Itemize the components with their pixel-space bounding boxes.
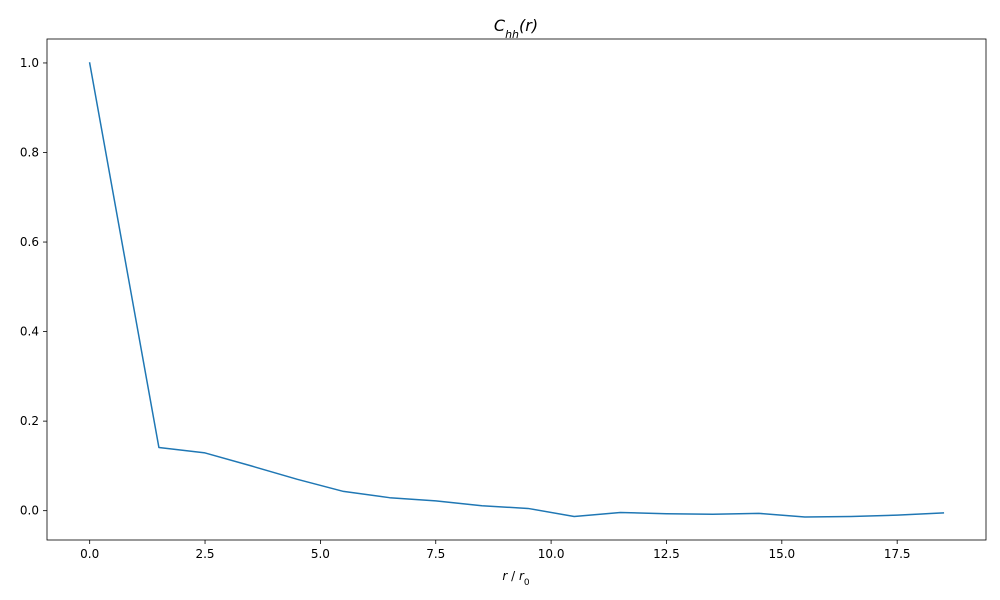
y-tick-label: 0.2 [20, 414, 39, 428]
plot-area: 0.0 2.5 5.0 7.5 10.0 12.5 15.0 17.5 0.0 0.2 0.4 0.6… [20, 38, 987, 561]
y-tick-label: 0.8 [20, 145, 39, 159]
series-line-0 [88, 62, 945, 518]
x-tick-label: 10.0 [538, 547, 565, 561]
x-axis-label: r / r0 [502, 569, 530, 588]
x-tick-label: 0.0 [80, 547, 99, 561]
y-tick-label: 0.6 [20, 235, 39, 249]
x-tick-label: 15.0 [768, 547, 795, 561]
axes-frame [46, 38, 987, 541]
chart-title: Chh(r) [494, 16, 538, 41]
x-tick-label: 5.0 [311, 547, 330, 561]
x-tick-label: 7.5 [426, 547, 445, 561]
x-tick-label: 2.5 [195, 547, 214, 561]
x-tick-label: 17.5 [884, 547, 911, 561]
y-tick-label: 1.0 [20, 56, 39, 70]
y-tick-label: 0.0 [20, 504, 39, 518]
x-tick-label: 12.5 [653, 547, 680, 561]
y-tick-label: 0.4 [20, 325, 39, 339]
